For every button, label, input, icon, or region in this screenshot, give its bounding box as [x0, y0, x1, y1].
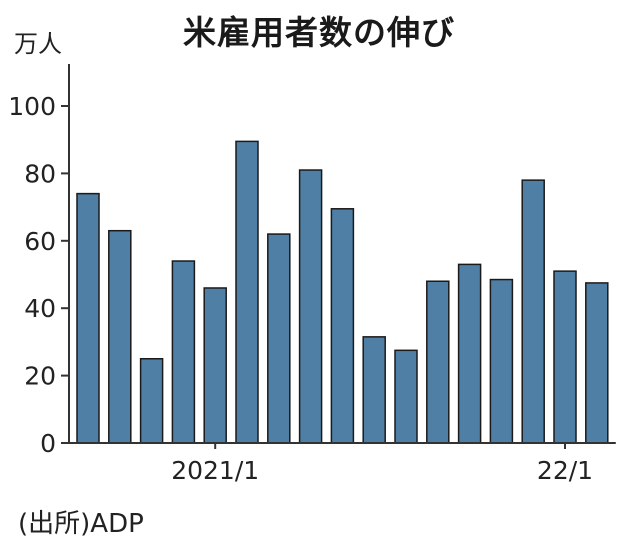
bar: [139, 358, 164, 444]
bar: [330, 208, 355, 444]
bar: [362, 336, 386, 444]
bar: [267, 233, 291, 444]
x-tick-label: 2021/1: [171, 456, 259, 485]
bar: [76, 192, 100, 444]
bar: [394, 349, 418, 444]
bar: [298, 169, 323, 444]
y-tick-label: 60: [24, 227, 56, 256]
bar: [585, 282, 609, 444]
y-axis-ticks: 0 20 40 60 80 100: [8, 92, 69, 458]
bars: [76, 140, 609, 444]
x-axis-ticks: 2021/1 22/1: [171, 443, 593, 485]
bar: [457, 263, 482, 444]
y-tick-label: 100: [8, 92, 56, 121]
bar: [203, 287, 227, 444]
y-tick-label: 20: [24, 362, 56, 391]
bar: [108, 229, 132, 444]
bar: [489, 278, 514, 444]
bar: [553, 270, 577, 444]
source-note: (出所)ADP: [18, 509, 144, 539]
y-tick-label: 40: [24, 294, 56, 323]
bar: [426, 280, 450, 444]
bar: [521, 179, 545, 444]
x-tick-label: 22/1: [537, 456, 593, 485]
y-tick-label: 0: [40, 429, 56, 458]
chart-title: 米雇用者数の伸び: [183, 13, 455, 52]
bar: [171, 260, 196, 444]
y-tick-label: 80: [24, 159, 56, 188]
bar: [235, 140, 259, 444]
y-axis-unit-label: 万人: [14, 30, 62, 58]
